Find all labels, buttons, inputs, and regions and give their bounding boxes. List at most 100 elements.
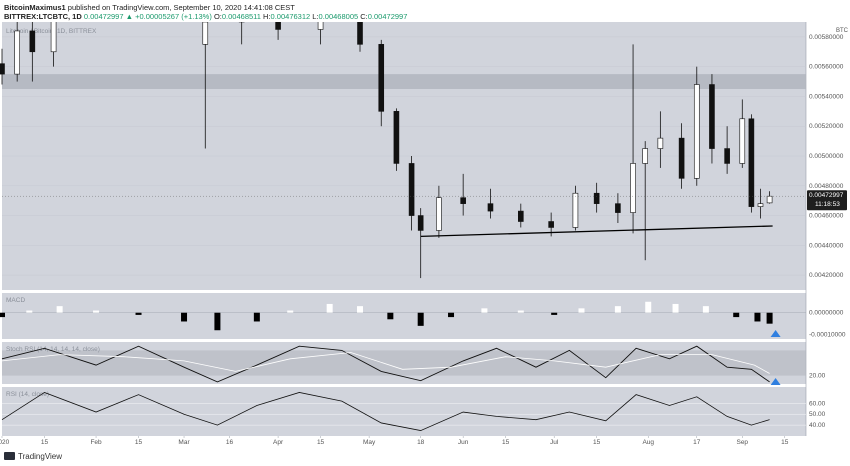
macd-bar-24 — [766, 312, 773, 324]
candle-body-1 — [14, 30, 20, 75]
price-tick-label-7: 0.00440000 — [809, 242, 844, 249]
macd-alert-triangle-icon — [770, 330, 781, 337]
candle-body-11 — [408, 163, 415, 216]
chart-area[interactable]: 0.00580000 0.00560000 0.00540000 0.00520000… — [0, 22, 850, 452]
price-tick-label-4: 0.00500000 — [809, 153, 844, 160]
high-label: H: — [263, 12, 271, 21]
published-text: published on TradingView.com, September … — [67, 3, 295, 12]
x-tick-label-14: Aug — [642, 439, 654, 446]
x-tick-label-1: 15 — [41, 439, 49, 446]
price-tick-label-0: 0.00580000 — [809, 34, 844, 41]
stoch-tick-label-0: 20.00 — [809, 373, 826, 380]
candle-body-24 — [678, 137, 685, 179]
change-value: +0.00005267 (+1.13%) — [135, 12, 212, 21]
macd-bar-8 — [287, 310, 294, 313]
x-tick-label-6: Apr — [273, 439, 284, 446]
candle-body-3 — [50, 22, 57, 53]
high-value: 0.00476312 — [270, 12, 311, 21]
x-tick-label-12: Jul — [550, 439, 559, 446]
candle-body-7 — [317, 22, 324, 30]
macd-bar-11 — [387, 312, 394, 320]
stoch-alert-triangle-icon — [770, 378, 781, 385]
rsi-tick-label-0: 60.00 — [809, 400, 826, 407]
price-tick-label-3: 0.00520000 — [809, 123, 844, 130]
candle-body-14 — [460, 197, 466, 204]
price-tick-label-8: 0.00420000 — [809, 272, 844, 279]
support-trendline — [420, 225, 773, 238]
x-tick-label-3: 15 — [135, 439, 143, 446]
countdown-label: 11:18:53 — [815, 201, 840, 208]
footer: TradingView — [4, 452, 62, 461]
x-tick-label-11: 15 — [502, 439, 510, 446]
candle-body-23 — [657, 137, 664, 149]
macd-bar-22 — [733, 312, 740, 318]
candle-body-10 — [393, 111, 400, 164]
price-tick-label-2: 0.00540000 — [809, 93, 844, 100]
x-tick-label-16: Sep — [736, 439, 748, 446]
open-label: O: — [213, 12, 222, 21]
x-tick-label-10: Jun — [458, 439, 469, 446]
rsi-tick-label-1: 50.00 — [809, 411, 826, 418]
macd-bar-16 — [551, 312, 558, 315]
candle-body-27 — [724, 148, 730, 164]
symbol-label: BITTREX:LTCBTC, 1D — [4, 12, 82, 21]
x-tick-label-2: Feb — [90, 439, 102, 446]
candle-body-18 — [572, 192, 579, 228]
macd-bar-0 — [0, 312, 5, 318]
candle-body-6 — [275, 22, 281, 30]
price-tick-label-5: 0.00480000 — [809, 183, 844, 190]
candle-body-31 — [766, 195, 773, 204]
author-name[interactable]: BitcoinMaximus1 — [4, 3, 66, 12]
macd-bar-2 — [56, 306, 63, 313]
candle-body-26 — [709, 84, 715, 149]
x-tick-label-13: 15 — [593, 439, 601, 446]
stoch-band — [2, 350, 806, 376]
close-value: 0.00472997 — [367, 12, 408, 21]
candle-body-22 — [642, 148, 649, 164]
macd-bar-3 — [93, 310, 100, 313]
publish-line: BitcoinMaximus1 published on TradingView… — [4, 3, 295, 12]
candle-body-30 — [757, 203, 764, 207]
x-tick-label-15: 17 — [693, 439, 701, 446]
stoch-k-line — [1, 345, 770, 383]
low-value: 0.00468005 — [318, 12, 359, 21]
candle-body-4 — [202, 22, 209, 45]
brand-name: TradingView — [18, 452, 63, 461]
x-tick-label-5: 16 — [226, 439, 234, 446]
macd-bar-6 — [214, 312, 221, 331]
macd-bar-17 — [578, 308, 585, 313]
x-tick-label-9: 18 — [417, 439, 425, 446]
macd-bar-18 — [614, 306, 621, 313]
macd-bar-23 — [754, 312, 761, 322]
rsi-pane — [2, 387, 806, 436]
rsi-tick-label-2: 40.00 — [809, 422, 826, 429]
stoch-d-line — [1, 352, 770, 374]
candle-body-16 — [518, 210, 524, 222]
macd-bar-5 — [181, 312, 188, 322]
macd-bar-12 — [417, 312, 424, 326]
macd-bar-7 — [253, 312, 260, 322]
rsi-legend: RSI (14, close) — [6, 391, 49, 398]
candle-body-28 — [739, 118, 746, 164]
candle-body-2 — [29, 30, 36, 53]
macd-bar-21 — [702, 306, 709, 313]
macd-bar-14 — [481, 308, 488, 313]
rsi-line — [1, 391, 770, 431]
price-tick-label-1: 0.00560000 — [809, 64, 844, 71]
macd-bar-15 — [517, 310, 524, 313]
candle-body-21 — [630, 163, 636, 213]
macd-legend: MACD — [6, 297, 25, 304]
ohlc-line: BITTREX:LTCBTC, 1D 0.00472997 ▲ +0.00005… — [4, 12, 407, 21]
candle-body-19 — [593, 192, 600, 204]
price-axis-unit: BTC — [836, 28, 849, 34]
low-label: L: — [312, 12, 319, 21]
macd-bar-20 — [672, 303, 679, 313]
candle-body-9 — [378, 44, 385, 112]
macd-tick-label-0: 0.00000000 — [809, 310, 844, 317]
last-price-badge — [807, 190, 847, 211]
stoch-legend: Stoch RSI (14, 14, 14, 14, close) — [6, 346, 100, 353]
candle-body-12 — [417, 215, 424, 231]
x-tick-label-0: 2020 — [0, 439, 10, 446]
close-label: C: — [360, 12, 368, 21]
macd-bar-19 — [645, 301, 652, 313]
